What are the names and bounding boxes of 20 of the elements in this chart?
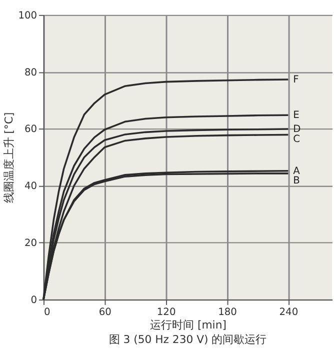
x-tick-label: 120 <box>156 306 176 318</box>
x-tick-label: 0 <box>44 306 50 318</box>
y-tick-label: 0 <box>30 294 38 306</box>
x-tick-label: 60 <box>98 306 112 318</box>
series-label: E <box>293 110 300 122</box>
series-label: F <box>293 74 300 86</box>
x-tick-label: 240 <box>279 306 298 318</box>
y-tick-label: 40 <box>24 181 38 192</box>
x-axis-title: 运行时间 [min] <box>150 318 226 332</box>
series-label: D <box>293 124 302 136</box>
y-tick-label: 100 <box>18 10 38 22</box>
series-label: B <box>293 176 300 187</box>
caption: 图 3 (50 Hz 230 V) 的间歇运行 <box>108 332 267 346</box>
y-tick-label: 60 <box>24 124 38 136</box>
y-axis-title: 线圈温度上升 [°C] <box>2 112 16 204</box>
y-tick-label: 80 <box>24 67 38 78</box>
x-tick-label: 180 <box>218 306 237 318</box>
series-label: C <box>293 134 300 145</box>
series-label: A <box>293 166 300 177</box>
y-tick-label: 20 <box>24 238 38 250</box>
